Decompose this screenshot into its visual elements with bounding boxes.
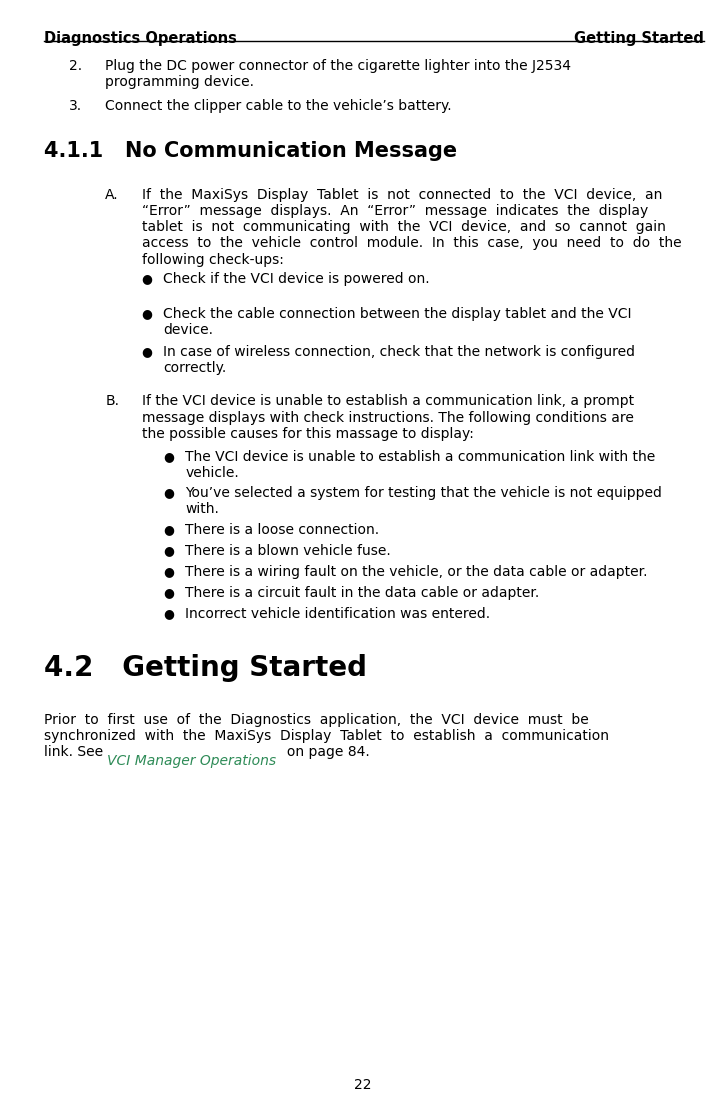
Text: ●: ● [163,607,174,620]
Text: Connect the clipper cable to the vehicle’s battery.: Connect the clipper cable to the vehicle… [105,99,452,114]
Text: ●: ● [142,307,152,320]
Text: There is a circuit fault in the data cable or adapter.: There is a circuit fault in the data cab… [185,586,539,600]
Text: ●: ● [163,486,174,499]
Text: If  the  MaxiSys  Display  Tablet  is  not  connected  to  the  VCI  device,  an: If the MaxiSys Display Tablet is not con… [142,188,681,266]
Text: ●: ● [163,544,174,557]
Text: ●: ● [142,345,152,358]
Text: Getting Started: Getting Started [574,31,704,46]
Text: A.: A. [105,188,119,202]
Text: In case of wireless connection, check that the network is configured
correctly.: In case of wireless connection, check th… [163,345,635,375]
Text: 4.1.1   No Communication Message: 4.1.1 No Communication Message [44,141,457,161]
Text: Diagnostics Operations: Diagnostics Operations [44,31,237,46]
Text: The VCI device is unable to establish a communication link with the
vehicle.: The VCI device is unable to establish a … [185,450,656,480]
Text: ●: ● [163,523,174,536]
Text: ●: ● [163,565,174,578]
Text: Check the cable connection between the display tablet and the VCI
device.: Check the cable connection between the d… [163,307,632,337]
Text: VCI Manager Operations: VCI Manager Operations [107,754,277,768]
Text: ●: ● [163,450,174,463]
Text: If the VCI device is unable to establish a communication link, a prompt
message : If the VCI device is unable to establish… [142,394,634,441]
Text: There is a blown vehicle fuse.: There is a blown vehicle fuse. [185,544,391,558]
Text: 22: 22 [354,1077,372,1092]
Text: Check if the VCI device is powered on.: Check if the VCI device is powered on. [163,272,430,286]
Text: You’ve selected a system for testing that the vehicle is not equipped
with.: You’ve selected a system for testing tha… [185,486,662,516]
Text: There is a wiring fault on the vehicle, or the data cable or adapter.: There is a wiring fault on the vehicle, … [185,565,648,579]
Text: B.: B. [105,394,119,409]
Text: 4.2   Getting Started: 4.2 Getting Started [44,654,367,682]
Text: There is a loose connection.: There is a loose connection. [185,523,379,537]
Text: 2.: 2. [69,59,82,73]
Text: ●: ● [163,586,174,599]
Text: Incorrect vehicle identification was entered.: Incorrect vehicle identification was ent… [185,607,490,621]
Text: 3.: 3. [69,99,82,114]
Text: ●: ● [142,272,152,285]
Text: Plug the DC power connector of the cigarette lighter into the J2534
programming : Plug the DC power connector of the cigar… [105,59,571,88]
Text: Prior  to  first  use  of  the  Diagnostics  application,  the  VCI  device  mus: Prior to first use of the Diagnostics ap… [44,713,608,759]
